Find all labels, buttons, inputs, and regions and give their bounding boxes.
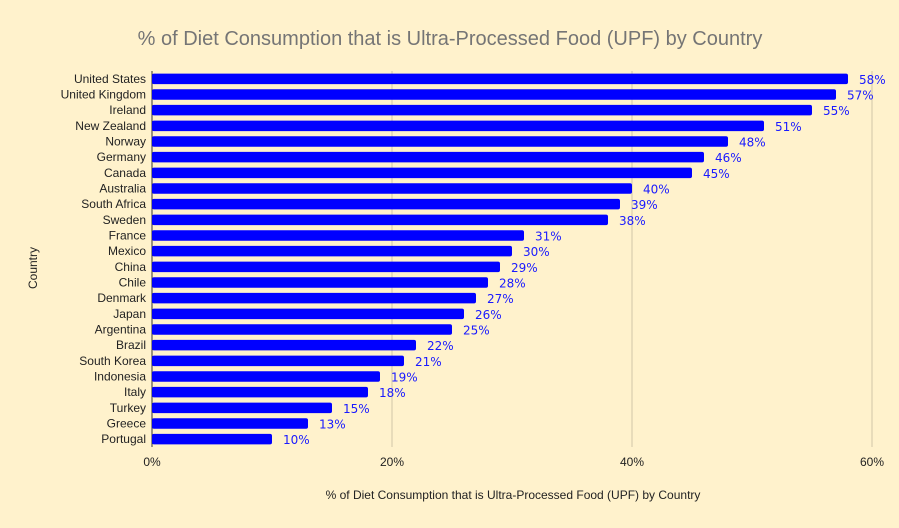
bar (152, 214, 608, 226)
data-label: 18% (379, 386, 406, 400)
y-axis-title: Country (26, 247, 40, 289)
bar (152, 104, 812, 116)
data-label: 10% (283, 433, 310, 447)
bar (152, 183, 632, 194)
x-tick-label: 0% (143, 455, 161, 469)
data-label: 31% (535, 230, 562, 244)
bar (152, 386, 368, 398)
data-label: 51% (775, 120, 802, 134)
category-label: United Kingdom (61, 88, 146, 102)
data-label: 45% (703, 167, 730, 181)
category-label: Sweden (103, 213, 146, 227)
data-label: 58% (859, 73, 886, 87)
bar (152, 151, 704, 163)
category-label: Greece (107, 417, 147, 431)
category-label: Australia (99, 182, 146, 196)
bar (152, 355, 404, 367)
bar (152, 261, 500, 273)
category-label: United States (74, 72, 146, 86)
category-label: Argentina (95, 323, 147, 337)
data-label: 57% (847, 89, 874, 103)
data-label: 28% (499, 277, 526, 291)
x-tick-label: 20% (380, 455, 404, 469)
x-tick-labels: 0% 20% 40% 60% (143, 455, 884, 469)
category-label: Italy (124, 385, 146, 399)
x-tick-label: 40% (620, 455, 644, 469)
data-label: 48% (739, 136, 766, 150)
chart-title: % of Diet Consumption that is Ultra-Proc… (138, 28, 763, 50)
category-label: Turkey (110, 401, 146, 415)
bar (152, 371, 380, 382)
category-label: Indonesia (94, 370, 146, 384)
data-label: 26% (475, 308, 502, 322)
category-label: France (109, 229, 147, 243)
data-label: 38% (619, 214, 646, 228)
category-label: Germany (97, 150, 146, 164)
data-label: 19% (391, 371, 418, 385)
bar (152, 418, 308, 429)
data-label: 22% (427, 339, 454, 353)
category-label: Ireland (109, 103, 146, 117)
category-label: New Zealand (75, 119, 146, 133)
bar (152, 308, 464, 320)
bar (152, 277, 488, 288)
bar (152, 339, 416, 351)
category-label: Denmark (97, 291, 147, 305)
bar (152, 89, 836, 100)
data-label: 40% (643, 183, 670, 197)
data-label: 30% (523, 245, 550, 259)
bar (152, 120, 764, 132)
category-label: Portugal (101, 432, 146, 446)
category-label: Canada (104, 166, 146, 180)
data-label: 15% (343, 402, 370, 416)
data-label: 13% (319, 418, 346, 432)
bar (152, 136, 728, 147)
bar (152, 198, 620, 210)
category-label: China (115, 260, 147, 274)
x-tick-label: 60% (860, 455, 884, 469)
bar (152, 433, 272, 445)
data-labels: 58% 57%55% 51% 48%46% 45% 40%39% 38% 31%30% 29% 2… (283, 73, 886, 447)
category-label: South Africa (81, 197, 146, 211)
data-label: 25% (463, 324, 490, 338)
bar (152, 167, 692, 179)
category-label: Chile (119, 276, 147, 290)
category-label: Brazil (116, 338, 146, 352)
x-axis-title: % of Diet Consumption that is Ultra-Proc… (326, 488, 701, 502)
data-label: 27% (487, 292, 514, 306)
data-label: 46% (715, 151, 742, 165)
bar (152, 230, 524, 241)
bar (152, 324, 452, 335)
bars (152, 73, 848, 445)
bar (152, 73, 848, 85)
data-label: 29% (511, 261, 538, 275)
data-label: 55% (823, 104, 850, 118)
category-label: Norway (105, 135, 146, 149)
bar (152, 292, 476, 304)
category-label: South Korea (79, 354, 146, 368)
category-label: Japan (113, 307, 146, 321)
bar (152, 245, 512, 257)
grid (151, 71, 873, 447)
category-label: Mexico (108, 244, 146, 258)
data-label: 21% (415, 355, 442, 369)
data-label: 39% (631, 198, 658, 212)
bar (152, 402, 332, 414)
